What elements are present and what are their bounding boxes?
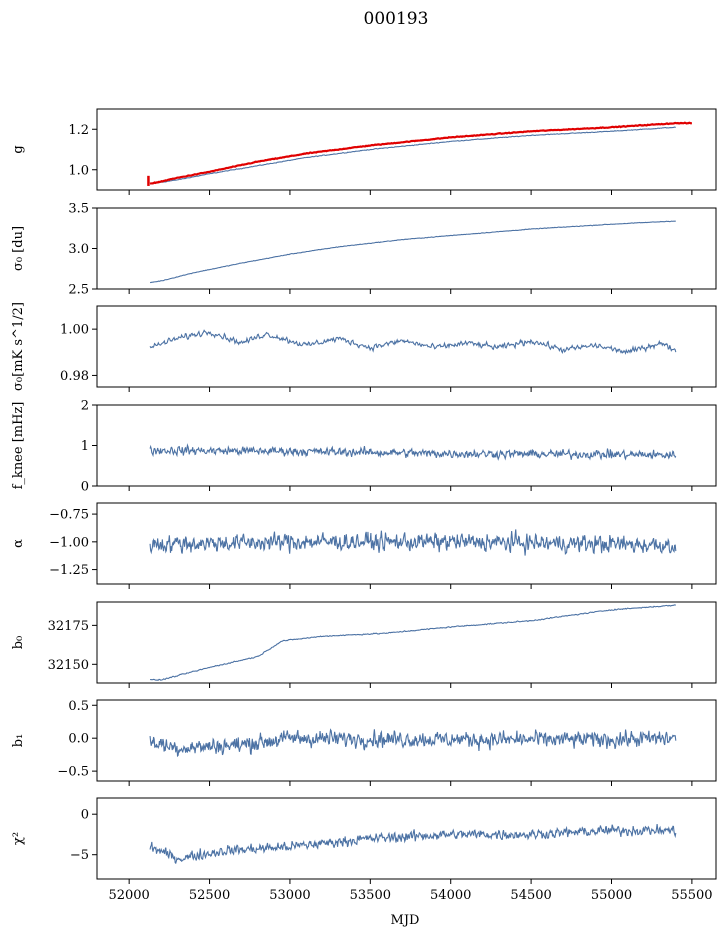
panel-b1: −0.5 0.0 0.5 b₁	[11, 699, 717, 786]
subplot-stack: 1.0 1.2 g 2.5 3.0 3.5 σ₀ [du] 0.98 1.00 σ₀[mK s^1…	[11, 108, 717, 903]
series-line-sigma0-du-0	[150, 220, 676, 284]
panel-sigma0-du: 2.5 3.0 3.5 σ₀ [du]	[11, 202, 717, 298]
y-tick-label-b0: 32150	[48, 658, 89, 673]
series-line-alpha-0	[149, 529, 677, 556]
panel-g: 1.0 1.2 g	[11, 108, 717, 195]
figure-title: 000193	[364, 9, 429, 29]
series-line-b0-0	[149, 604, 677, 681]
axes-frame-sigma0-mk	[96, 305, 717, 388]
y-axis-label-fknee: f_knee [mHz]	[11, 402, 26, 490]
axes-frame-fknee	[96, 404, 717, 487]
y-axis-label-alpha: α	[11, 539, 26, 548]
y-tick-label-sigma0-du: 3.0	[68, 242, 89, 257]
x-axis-label: MJD	[391, 913, 420, 928]
x-tick-label: 53500	[350, 888, 391, 903]
y-tick-label-alpha: −1.25	[49, 563, 89, 578]
y-tick-label-b1: 0.5	[68, 699, 89, 714]
series-line-g-0	[149, 126, 676, 185]
y-tick-label-g: 1.0	[68, 163, 89, 178]
panel-fknee: 0 1 2 f_knee [mHz]	[11, 399, 717, 495]
y-axis-label-sigma0-du: σ₀ [du]	[11, 226, 26, 271]
y-tick-label-fknee: 0	[81, 480, 89, 495]
axes-frame-chi2	[96, 797, 717, 880]
y-axis-label-b1: b₁	[11, 734, 26, 748]
y-tick-label-chi2: 0	[81, 808, 89, 823]
y-tick-label-sigma0-mk: 0.98	[60, 369, 89, 384]
axes-frame-g	[96, 108, 717, 191]
y-axis-label-chi2: χ²	[11, 832, 26, 845]
axes-frame-sigma0-du	[96, 207, 717, 290]
y-tick-label-sigma0-du: 3.5	[68, 202, 89, 217]
panel-sigma0-mk: 0.98 1.00 σ₀[mK s^1/2]	[11, 302, 717, 392]
panel-b0: 32150 32175 b₀	[11, 601, 717, 688]
y-tick-label-alpha: −0.75	[49, 508, 89, 523]
series-line-sigma0-mk-0	[149, 329, 677, 355]
x-tick-label: 52500	[189, 888, 230, 903]
x-tick-label: 55500	[671, 888, 712, 903]
x-tick-label: 52000	[108, 888, 149, 903]
y-tick-label-b0: 32175	[48, 619, 89, 634]
axes-frame-alpha	[96, 502, 717, 585]
y-tick-label-sigma0-mk: 1.00	[60, 323, 89, 338]
x-tick-label: 54500	[510, 888, 551, 903]
x-tick-label: 54000	[430, 888, 471, 903]
axes-frame-b0	[96, 601, 717, 684]
y-tick-label-b1: −0.5	[57, 765, 89, 780]
y-tick-label-alpha: −1.00	[49, 535, 89, 550]
y-tick-label-b1: 0.0	[68, 732, 89, 747]
series-line-g-1	[149, 121, 692, 185]
panel-alpha: −1.25 −1.00 −0.75 α	[11, 502, 717, 589]
axes-frame-b1	[96, 699, 717, 782]
series-line-fknee-0	[149, 443, 677, 461]
y-tick-label-g: 1.2	[68, 123, 89, 138]
series-line-chi2-0	[149, 823, 677, 865]
series-line-b1-0	[149, 728, 677, 758]
y-tick-label-chi2: −5	[70, 848, 89, 863]
y-axis-label-b0: b₀	[11, 636, 26, 650]
y-axis-label-sigma0-mk: σ₀[mK s^1/2]	[11, 302, 26, 391]
panel-chi2: −5 0 52000 52500 53000 53500 54000 54500 55000 55…	[11, 797, 717, 903]
y-axis-label-g: g	[11, 145, 26, 153]
y-tick-label-fknee: 2	[81, 399, 89, 414]
y-tick-label-sigma0-du: 2.5	[68, 283, 89, 298]
y-tick-label-fknee: 1	[81, 439, 89, 454]
x-tick-label: 53000	[269, 888, 310, 903]
x-tick-label: 55000	[591, 888, 632, 903]
